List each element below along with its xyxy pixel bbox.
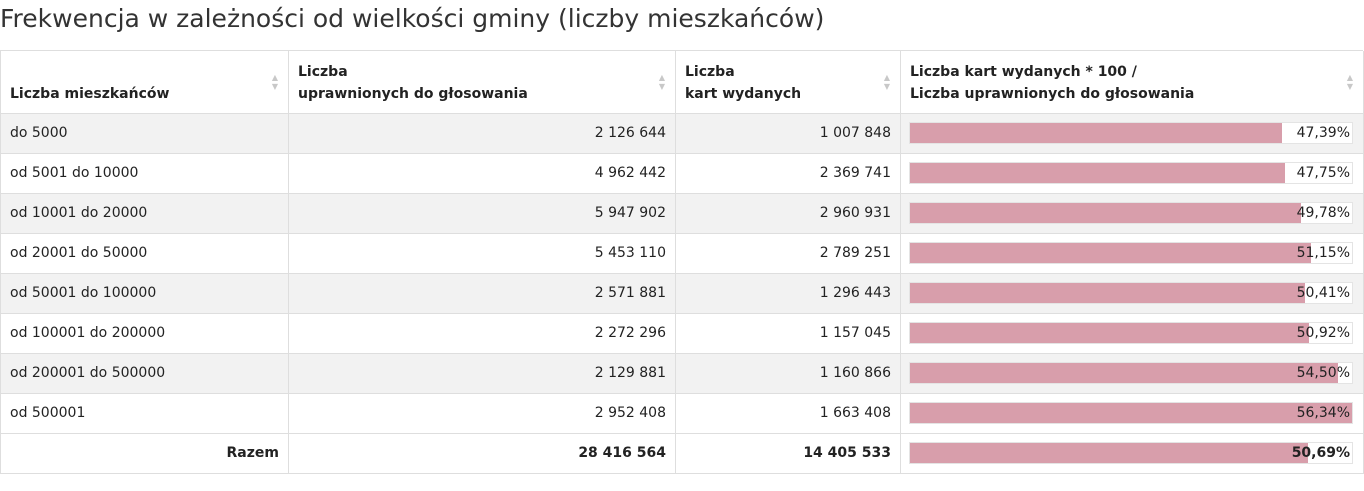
turnout-table: Liczba mieszkańców ▲ ▼ Liczba uprawnionyc… [0, 50, 1364, 474]
cell-turnout: 50,41% [900, 273, 1364, 314]
turnout-value: 50,69% [1291, 445, 1350, 461]
cell-population: od 20001 do 50000 [0, 233, 289, 274]
turnout-bar-fill [910, 123, 1282, 143]
cell-eligible: 4 962 442 [288, 153, 676, 194]
header-line-2: uprawnionych do głosowania [298, 85, 528, 102]
turnout-value: 56,34% [1296, 405, 1350, 421]
header-line-2: Liczba mieszkańców [10, 85, 170, 102]
cell-turnout: 50,92% [900, 313, 1364, 354]
turnout-value: 49,78% [1296, 205, 1350, 221]
turnout-bar-fill [910, 363, 1338, 383]
cell-cards: 2 960 931 [675, 193, 901, 234]
cell-eligible: 2 272 296 [288, 313, 676, 354]
turnout-value: 54,50% [1296, 365, 1350, 381]
turnout-bar: 50,92% [909, 322, 1353, 344]
header-line-1: Liczba kart wydanych * 100 / [910, 63, 1137, 80]
turnout-bar: 47,75% [909, 162, 1353, 184]
header-line-2: Liczba uprawnionych do głosowania [910, 85, 1195, 102]
cell-population: od 50001 do 100000 [0, 273, 289, 314]
cell-eligible: 5 453 110 [288, 233, 676, 274]
header-line-1: Liczba [685, 63, 735, 80]
cell-eligible: 28 416 564 [288, 433, 676, 474]
turnout-value: 51,15% [1296, 245, 1350, 261]
cell-population: od 5001 do 10000 [0, 153, 289, 194]
turnout-bar: 50,41% [909, 282, 1353, 304]
column-header-population[interactable]: Liczba mieszkańców ▲ ▼ [0, 51, 289, 114]
turnout-bar: 54,50% [909, 362, 1353, 384]
cell-cards: 1 296 443 [675, 273, 901, 314]
turnout-value: 50,92% [1296, 325, 1350, 341]
column-header-eligible[interactable]: Liczba uprawnionych do głosowania ▲ ▼ [288, 51, 676, 114]
page-title: Frekwencja w zależności od wielkości gmi… [0, 4, 825, 33]
turnout-bar: 47,39% [909, 122, 1353, 144]
turnout-bar-fill [910, 243, 1312, 263]
turnout-bar: 51,15% [909, 242, 1353, 264]
turnout-bar-fill [910, 283, 1306, 303]
table-row: od 5001 do 10000 4 962 442 2 369 741 47,75% [0, 153, 1364, 194]
cell-population: od 10001 do 20000 [0, 193, 289, 234]
turnout-bar-fill [910, 403, 1352, 423]
turnout-bar-fill [910, 163, 1285, 183]
cell-eligible: 2 952 408 [288, 393, 676, 434]
cell-turnout: 49,78% [900, 193, 1364, 234]
table-row: od 500001 2 952 408 1 663 408 56,34% [0, 393, 1364, 434]
cell-population: Razem [0, 433, 289, 474]
turnout-bar-fill [910, 323, 1310, 343]
cell-population: od 500001 [0, 393, 289, 434]
cell-eligible: 5 947 902 [288, 193, 676, 234]
header-line-1: Liczba [298, 63, 348, 80]
column-header-cards[interactable]: Liczba kart wydanych ▲ ▼ [675, 51, 901, 114]
sort-icon[interactable]: ▲ ▼ [658, 73, 666, 91]
turnout-value: 47,39% [1296, 125, 1350, 141]
cell-eligible: 2 571 881 [288, 273, 676, 314]
cell-cards: 1 157 045 [675, 313, 901, 354]
cell-eligible: 2 129 881 [288, 353, 676, 394]
cell-turnout: 50,69% [900, 433, 1364, 474]
cell-cards: 1 160 866 [675, 353, 901, 394]
turnout-bar-fill [910, 203, 1301, 223]
cell-turnout: 47,75% [900, 153, 1364, 194]
table-body: do 5000 2 126 644 1 007 848 47,39% od 5001 d… [0, 113, 1364, 474]
table-row: do 5000 2 126 644 1 007 848 47,39% [0, 113, 1364, 154]
cell-cards: 1 007 848 [675, 113, 901, 154]
cell-turnout: 56,34% [900, 393, 1364, 434]
turnout-value: 50,41% [1296, 285, 1350, 301]
turnout-bar-fill [910, 443, 1308, 463]
sort-icon[interactable]: ▲ ▼ [883, 73, 891, 91]
cell-turnout: 54,50% [900, 353, 1364, 394]
table-row: od 50001 do 100000 2 571 881 1 296 443 50,4… [0, 273, 1364, 314]
table-row: od 10001 do 20000 5 947 902 2 960 931 49,78… [0, 193, 1364, 234]
turnout-value: 47,75% [1296, 165, 1350, 181]
column-header-turnout[interactable]: Liczba kart wydanych * 100 / Liczba upra… [900, 51, 1364, 114]
cell-turnout: 47,39% [900, 113, 1364, 154]
turnout-bar: 49,78% [909, 202, 1353, 224]
header-line-2: kart wydanych [685, 85, 802, 102]
turnout-bar: 56,34% [909, 402, 1353, 424]
cell-population: do 5000 [0, 113, 289, 154]
cell-cards: 14 405 533 [675, 433, 901, 474]
cell-population: od 100001 do 200000 [0, 313, 289, 354]
cell-population: od 200001 do 500000 [0, 353, 289, 394]
cell-turnout: 51,15% [900, 233, 1364, 274]
table-row: od 200001 do 500000 2 129 881 1 160 866 54,… [0, 353, 1364, 394]
sort-icon[interactable]: ▲ ▼ [271, 73, 279, 91]
cell-cards: 2 369 741 [675, 153, 901, 194]
table-row: od 100001 do 200000 2 272 296 1 157 045 50,… [0, 313, 1364, 354]
cell-eligible: 2 126 644 [288, 113, 676, 154]
total-row: Razem 28 416 564 14 405 533 50,69% [0, 433, 1364, 474]
sort-icon[interactable]: ▲ ▼ [1346, 73, 1354, 91]
table-row: od 20001 do 50000 5 453 110 2 789 251 51,15… [0, 233, 1364, 274]
cell-cards: 1 663 408 [675, 393, 901, 434]
turnout-bar: 50,69% [909, 442, 1353, 464]
cell-cards: 2 789 251 [675, 233, 901, 274]
